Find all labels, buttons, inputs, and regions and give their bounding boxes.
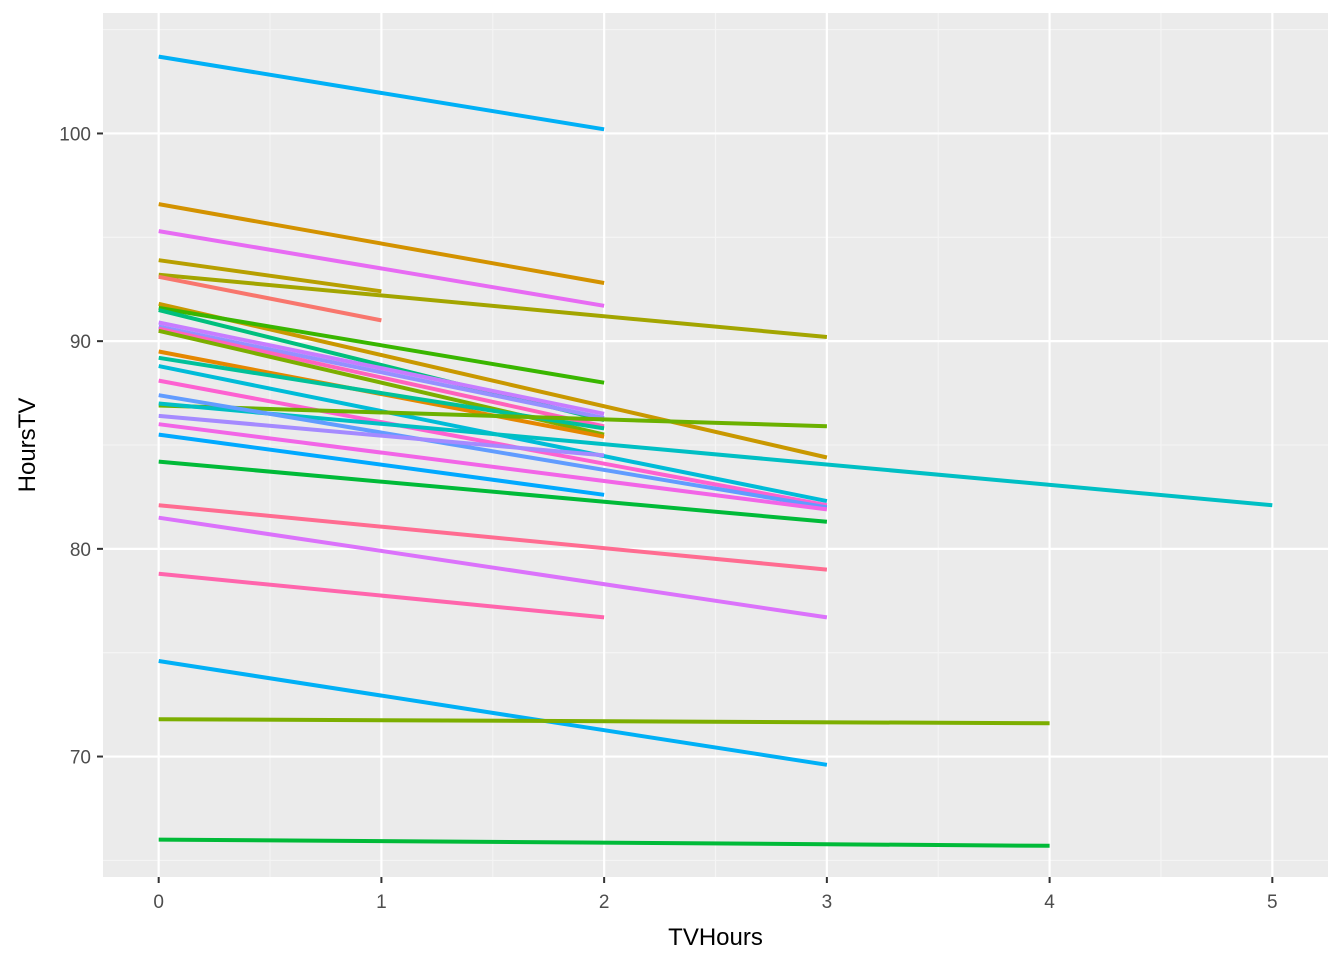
series-line [158,403,827,429]
series-line [158,571,605,620]
series-line [158,274,382,323]
series-line [158,54,605,132]
series-line [158,301,828,460]
y-tick-label: 90 [70,332,91,353]
x-tick-label: 4 [1044,892,1055,913]
series-line [158,272,828,339]
series-line [158,717,1050,726]
y-tick-label: 100 [59,124,91,145]
series-line [158,432,605,497]
series-line [158,326,605,429]
series-line [158,837,1050,848]
series-lines [158,54,1273,848]
y-axis: 70 80 90 100 [59,124,103,769]
series-line [158,515,828,620]
y-axis-title: HoursTV [14,398,41,493]
series-line [158,393,828,510]
series-line [158,229,605,308]
series-line [158,413,605,458]
series-line [158,324,605,420]
x-axis: 0 1 2 3 4 5 [153,877,1278,913]
series-line [158,258,382,294]
series-line [158,378,828,508]
series-line [158,320,605,416]
x-tick-label: 3 [822,892,833,913]
x-tick-label: 0 [153,892,164,913]
x-tick-label: 1 [376,892,387,913]
y-tick-label: 70 [70,748,91,769]
series-line [158,305,605,385]
series-line [158,459,828,524]
series-line [158,202,605,285]
y-tick-label: 80 [70,540,91,561]
grid-major [103,13,1328,877]
x-axis-title: TVHours [668,924,763,951]
series-line [158,422,828,512]
series-line [158,503,828,572]
x-tick-label: 5 [1267,892,1278,913]
x-tick-label: 2 [599,892,610,913]
series-line [158,659,828,767]
series-line [158,401,1273,508]
